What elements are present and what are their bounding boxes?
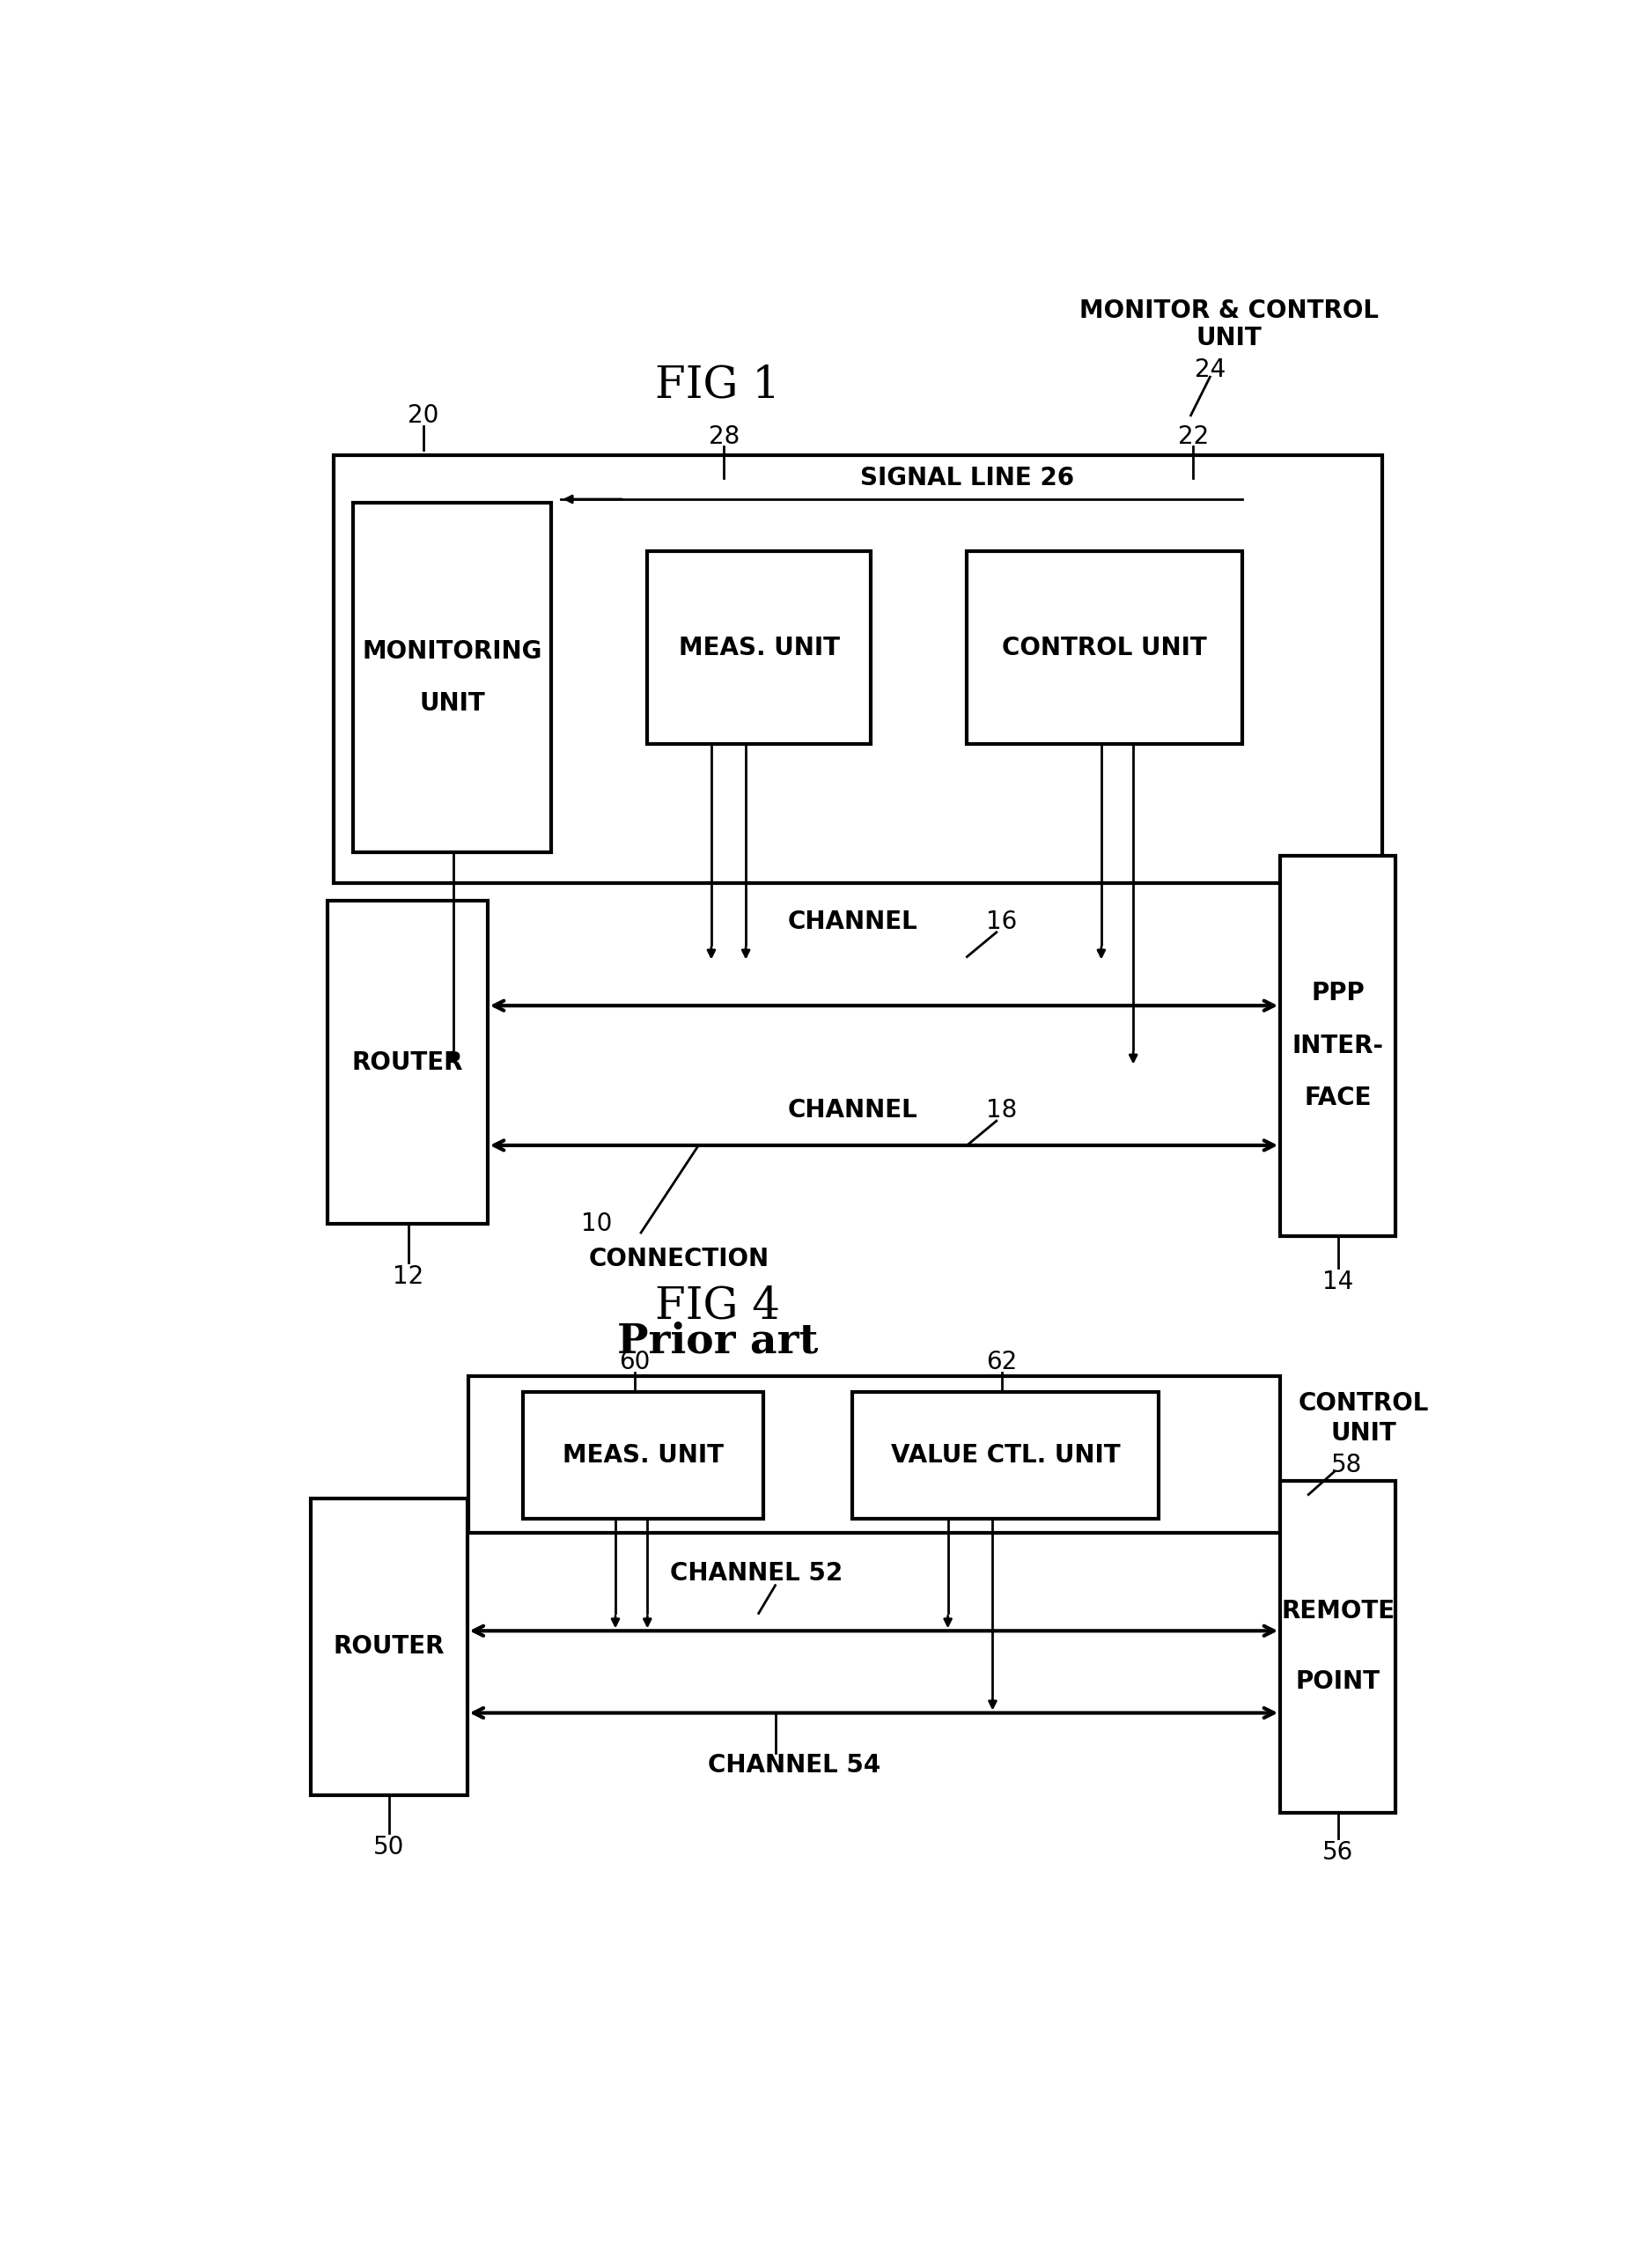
Bar	[646, 551, 871, 744]
Text: CHANNEL 54: CHANNEL 54	[707, 1753, 881, 1778]
Text: 24: 24	[1194, 358, 1225, 383]
Bar	[468, 1377, 1280, 1533]
Text: INTER-: INTER-	[1291, 1034, 1384, 1059]
Text: 14: 14	[1321, 1270, 1352, 1293]
Text: ROUTER: ROUTER	[333, 1635, 445, 1658]
Text: 12: 12	[392, 1263, 424, 1288]
Text: FIG 1: FIG 1	[655, 363, 780, 408]
Text: 60: 60	[618, 1349, 650, 1374]
Text: 50: 50	[373, 1835, 404, 1860]
Text: CHANNEL: CHANNEL	[788, 909, 917, 934]
Text: 10: 10	[580, 1211, 612, 1236]
Bar	[312, 1499, 467, 1794]
Text: MEAS. UNIT: MEAS. UNIT	[678, 635, 839, 660]
Text: UNIT: UNIT	[1196, 327, 1261, 352]
Text: CONTROL: CONTROL	[1298, 1393, 1428, 1415]
Text: 62: 62	[986, 1349, 1016, 1374]
Bar	[523, 1393, 763, 1520]
Text: FIG 4: FIG 4	[655, 1284, 780, 1327]
Bar	[328, 900, 488, 1225]
Bar	[1280, 1481, 1395, 1812]
Bar	[333, 456, 1382, 882]
Text: FACE: FACE	[1303, 1086, 1370, 1111]
Text: MONITOR & CONTROL: MONITOR & CONTROL	[1078, 299, 1379, 322]
Text: POINT: POINT	[1294, 1669, 1379, 1694]
Text: CONNECTION: CONNECTION	[589, 1247, 768, 1270]
Text: REMOTE: REMOTE	[1280, 1599, 1393, 1624]
Text: Prior art: Prior art	[617, 1320, 818, 1361]
Text: 18: 18	[986, 1098, 1017, 1123]
Text: 20: 20	[407, 404, 439, 429]
Text: MEAS. UNIT: MEAS. UNIT	[562, 1442, 724, 1467]
Text: VALUE CTL. UNIT: VALUE CTL. UNIT	[890, 1442, 1120, 1467]
Text: ROUTER: ROUTER	[351, 1050, 463, 1075]
Bar	[851, 1393, 1158, 1520]
Bar	[353, 503, 551, 853]
Text: 56: 56	[1321, 1839, 1352, 1864]
Text: 28: 28	[707, 424, 739, 449]
Bar	[966, 551, 1242, 744]
Text: MONITORING: MONITORING	[363, 640, 543, 665]
Text: CHANNEL 52: CHANNEL 52	[669, 1560, 843, 1585]
Text: CONTROL UNIT: CONTROL UNIT	[1001, 635, 1207, 660]
Text: CHANNEL: CHANNEL	[788, 1098, 917, 1123]
Text: PPP: PPP	[1311, 982, 1364, 1005]
Text: 16: 16	[986, 909, 1017, 934]
Text: UNIT: UNIT	[1329, 1422, 1395, 1445]
Text: UNIT: UNIT	[419, 692, 485, 717]
Text: 58: 58	[1331, 1452, 1362, 1476]
Text: 22: 22	[1177, 424, 1209, 449]
Text: SIGNAL LINE 26: SIGNAL LINE 26	[859, 465, 1073, 490]
Bar	[1280, 855, 1395, 1236]
